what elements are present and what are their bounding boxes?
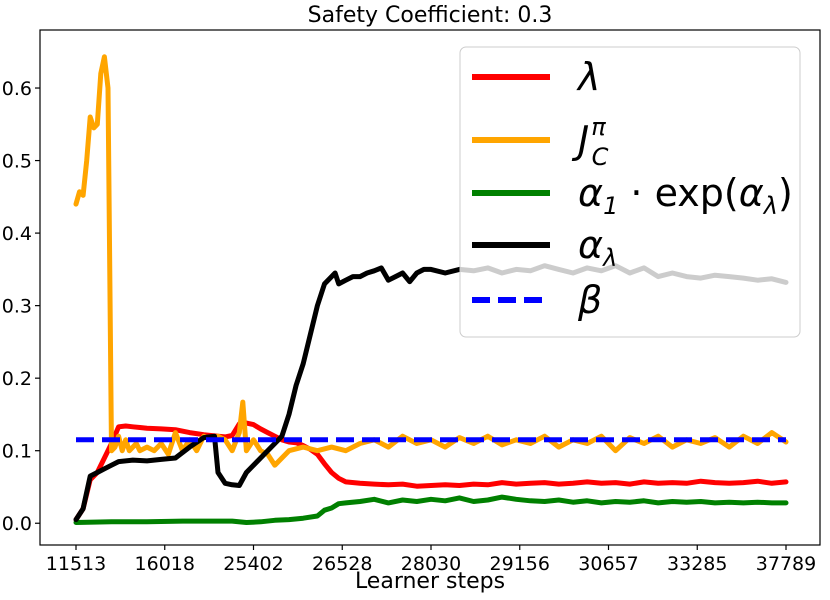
x-tick-label: 11513 bbox=[46, 553, 106, 575]
legend-label: β bbox=[577, 278, 602, 322]
x-axis-label: Learner steps bbox=[355, 569, 505, 594]
y-tick-label: 0.3 bbox=[2, 296, 32, 318]
y-tick-label: 0.6 bbox=[2, 78, 32, 100]
x-tick-label: 30657 bbox=[578, 553, 638, 575]
x-tick-label: 33285 bbox=[667, 553, 727, 575]
y-tick-label: 0.1 bbox=[2, 441, 32, 463]
y-tick-label: 0.2 bbox=[2, 368, 32, 390]
x-tick-label: 28030 bbox=[401, 553, 461, 575]
x-tick-label: 16018 bbox=[135, 553, 195, 575]
x-tick-label: 26528 bbox=[312, 553, 372, 575]
series-line-0 bbox=[73, 420, 789, 523]
series-line-2 bbox=[73, 494, 789, 525]
y-tick-label: 0.5 bbox=[2, 151, 32, 173]
y-axis: 0.0 0.1 0.2 0.3 0.4 0.5 0.6 bbox=[2, 78, 40, 535]
x-tick-label: 37789 bbox=[756, 553, 816, 575]
x-tick-label: 25402 bbox=[223, 553, 283, 575]
x-tick-label: 29156 bbox=[490, 553, 550, 575]
legend: λJπ Cα1 · exp(αλ)αλβ bbox=[459, 46, 801, 338]
legend-label: λ bbox=[576, 55, 601, 99]
y-tick-label: 0.0 bbox=[2, 513, 32, 535]
chart-title: Safety Coefficient: 0.3 bbox=[308, 3, 553, 28]
y-tick-label: 0.4 bbox=[2, 223, 32, 245]
x-axis: 11513 16018 25402 26528 28030 29156 30657 33285… bbox=[46, 545, 816, 575]
legend-box bbox=[459, 46, 801, 338]
series-line-1 bbox=[73, 54, 789, 468]
plot-frame bbox=[39, 29, 821, 546]
